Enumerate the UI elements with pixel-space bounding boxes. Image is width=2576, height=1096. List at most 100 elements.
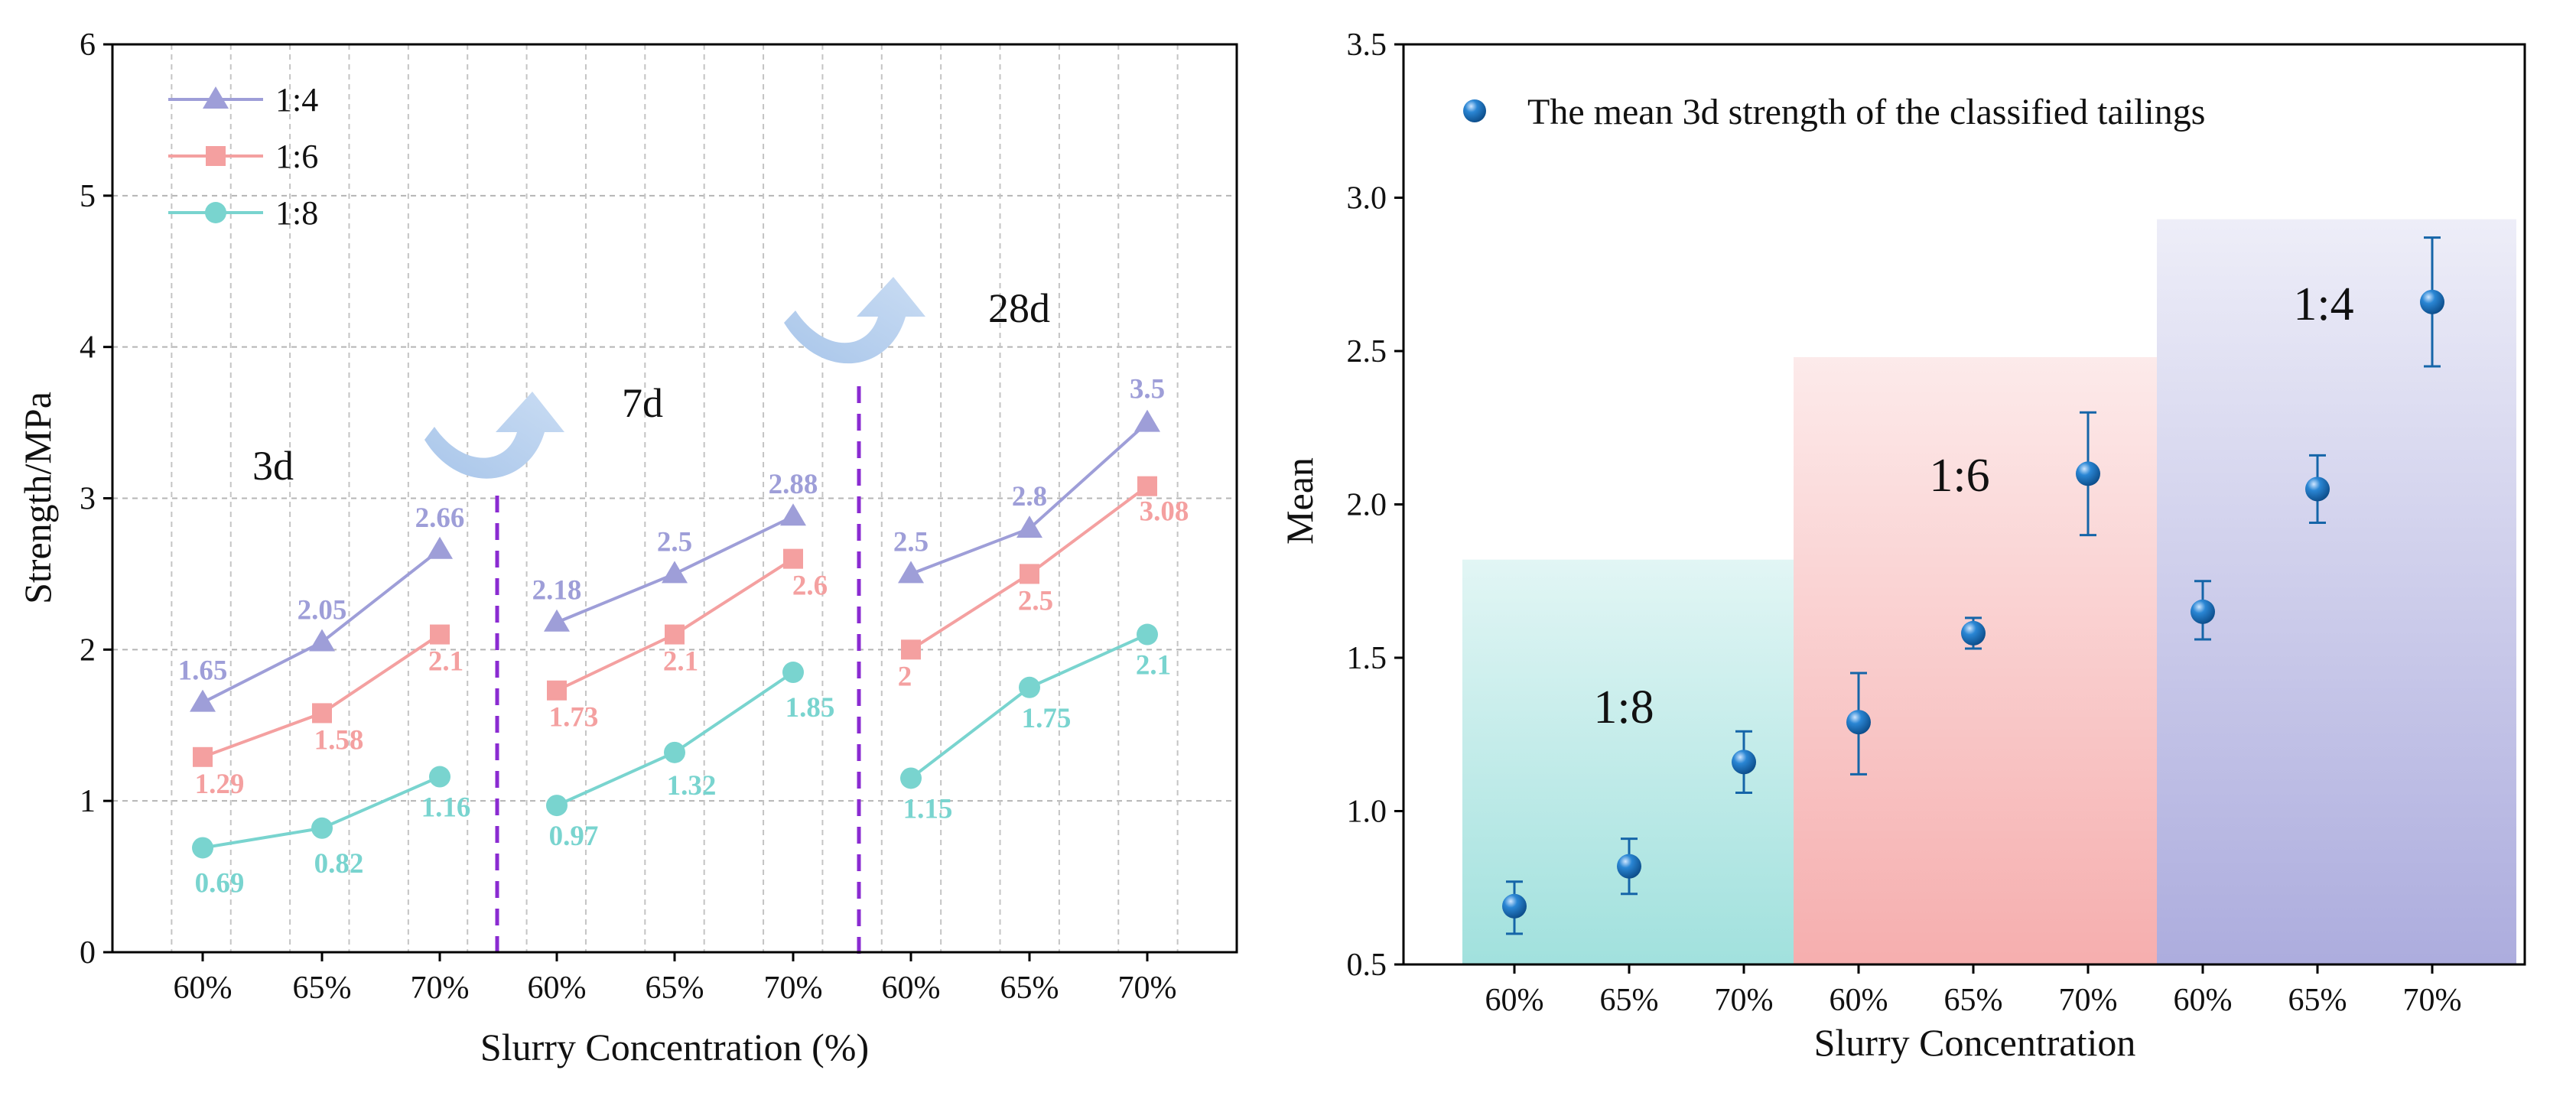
left-legend: 1:4 1:6 1:8 xyxy=(168,81,318,232)
circle-marker xyxy=(900,767,922,789)
x-tick-label: 70% xyxy=(2059,983,2118,1018)
y-tick-label: 2.5 xyxy=(1347,334,1387,369)
series-line xyxy=(202,548,441,704)
left-x-axis-title: Slurry Concentration (%) xyxy=(480,1026,869,1068)
x-tick-label: 60% xyxy=(1830,983,1888,1018)
data-label: 1.85 xyxy=(785,692,835,724)
mean-marker xyxy=(1846,710,1871,735)
x-tick-label: 60% xyxy=(1485,983,1544,1018)
legend-label: 1:8 xyxy=(275,194,318,232)
triangle-marker xyxy=(544,609,570,632)
circle-marker xyxy=(311,817,333,839)
circle-marker xyxy=(192,837,213,859)
data-label: 1.73 xyxy=(549,702,599,733)
series-1-8 xyxy=(192,623,1158,859)
triangle-marker xyxy=(1134,409,1160,432)
square-marker xyxy=(206,146,226,166)
series-1-6 xyxy=(193,476,1157,767)
right-x-axis-title: Slurry Concentration xyxy=(1814,1021,2136,1064)
mean-point xyxy=(2191,580,2215,641)
y-tick-label: 1.5 xyxy=(1347,641,1387,676)
square-marker xyxy=(665,624,685,645)
square-marker xyxy=(1137,476,1157,496)
mean-point xyxy=(1961,616,1986,650)
square-marker xyxy=(193,746,213,767)
data-label: 2.05 xyxy=(298,594,347,626)
curved-arrow-icon xyxy=(424,392,564,479)
y-tick-label: 3 xyxy=(80,482,96,517)
triangle-marker xyxy=(780,503,806,526)
mean-point xyxy=(1502,880,1527,935)
data-label: 1.15 xyxy=(903,793,953,824)
x-tick-label: 60% xyxy=(882,971,941,1006)
curved-arrow-icon xyxy=(784,277,925,364)
data-label: 0.97 xyxy=(549,821,599,852)
data-label: 2.1 xyxy=(1136,650,1171,681)
data-label: 1.75 xyxy=(1022,703,1072,734)
x-tick-label: 65% xyxy=(1600,983,1659,1018)
data-label: 2.1 xyxy=(663,646,698,678)
mean-marker xyxy=(1961,620,1986,646)
legend-marker xyxy=(1463,99,1486,122)
circle-marker xyxy=(664,741,685,763)
mean-marker xyxy=(1617,854,1641,879)
left-y-axis-title: Strength/MPa xyxy=(16,392,59,604)
mean-point xyxy=(2076,411,2100,537)
right-legend: The mean 3d strength of the classified t… xyxy=(1463,92,2205,132)
square-marker xyxy=(783,548,803,569)
circle-marker xyxy=(1137,623,1158,646)
y-tick-label: 5 xyxy=(80,179,96,214)
x-tick-label: 60% xyxy=(528,971,587,1006)
data-label: 2.5 xyxy=(1018,585,1053,616)
y-tick-label: 3.0 xyxy=(1347,181,1387,216)
group-label-28d: 28d xyxy=(988,285,1050,331)
band-1-6 xyxy=(1794,357,2157,964)
legend-label: 1:6 xyxy=(275,138,318,175)
data-label: 2.5 xyxy=(893,526,929,558)
triangle-marker xyxy=(898,561,924,584)
y-tick-label: 6 xyxy=(80,28,96,63)
triangle-marker xyxy=(309,629,335,652)
y-tick-label: 2.0 xyxy=(1347,488,1387,523)
mean-marker xyxy=(2305,476,2330,502)
x-tick-label: 65% xyxy=(293,971,352,1006)
x-tick-label: 65% xyxy=(1000,971,1059,1006)
x-tick-label: 60% xyxy=(174,971,233,1006)
x-tick-label: 70% xyxy=(1715,983,1774,1018)
circle-marker xyxy=(1019,676,1040,698)
y-tick-label: 4 xyxy=(80,330,96,366)
y-tick-label: 0 xyxy=(80,935,96,971)
data-label: 0.69 xyxy=(195,867,245,899)
right-y-axis-title: Mean xyxy=(1278,457,1321,545)
y-tick-label: 0.5 xyxy=(1347,948,1387,983)
strength-line-chart: 1.652.052.662.182.52.882.52.83.51.291.58… xyxy=(16,28,1238,1068)
band-label: 1:6 xyxy=(1929,450,1989,502)
square-marker xyxy=(901,639,921,660)
mean-marker xyxy=(1502,893,1527,919)
circle-marker xyxy=(429,766,450,788)
left-data-labels: 1.65 2.05 2.66 2.18 2.5 2.88 2.5 2.8 3.5 1.29 1.58… xyxy=(178,374,1189,899)
band-label: 1:4 xyxy=(2293,278,2353,330)
right-series xyxy=(1502,236,2444,935)
right-axis-ticks: 0.5 1.0 1.5 2.0 2.5 3.0 3.5 60% 65% 70% 60% 65% 70% 6… xyxy=(1347,28,2462,1018)
circle-marker xyxy=(205,202,226,223)
triangle-marker xyxy=(1016,515,1042,538)
data-label: 1.16 xyxy=(421,792,471,824)
mean-strength-scatter-chart: 1:8 1:6 1:4 0.5 1.0 1.5 2.0 2.5 3.0 3.5 60% 65% 70%… xyxy=(1278,28,2526,1064)
data-label: 1.58 xyxy=(314,724,364,756)
mean-marker xyxy=(2191,599,2215,624)
x-tick-label: 65% xyxy=(1944,983,2003,1018)
square-marker xyxy=(547,680,567,701)
band-label: 1:8 xyxy=(1593,681,1654,733)
mean-point xyxy=(2305,454,2330,525)
circle-marker xyxy=(782,662,804,684)
data-label: 2.88 xyxy=(769,469,818,500)
data-label: 2.18 xyxy=(532,575,582,607)
data-label: 2 xyxy=(898,661,912,692)
group-label-7d: 7d xyxy=(622,380,663,426)
data-label: 3.5 xyxy=(1130,374,1165,405)
mean-point xyxy=(1732,730,1756,794)
mean-point xyxy=(1846,672,1871,776)
y-tick-label: 2 xyxy=(80,633,96,668)
